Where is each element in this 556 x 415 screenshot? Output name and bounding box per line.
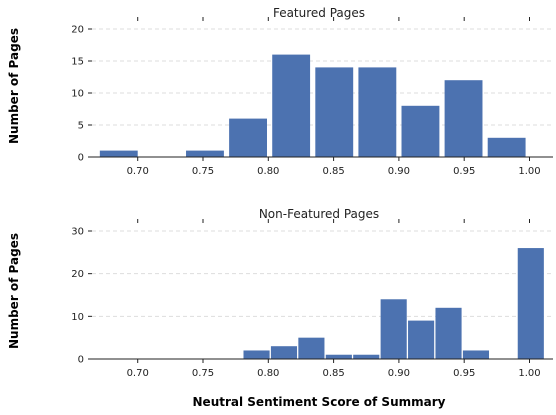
non-featured-bar xyxy=(380,299,407,359)
non-featured-pages-title: Non-Featured Pages xyxy=(259,207,379,221)
non-featured-bar xyxy=(517,248,544,359)
non-featured-bar xyxy=(298,337,325,359)
featured-x-tick-label: 0.85 xyxy=(322,166,344,177)
non-featured-pages-ylabel: Number of Pages xyxy=(7,233,21,349)
non-featured-bar xyxy=(408,320,435,359)
non-featured-bar xyxy=(243,350,270,359)
featured-y-tick-label: 10 xyxy=(71,89,84,100)
featured-bar xyxy=(272,54,311,157)
featured-bar xyxy=(487,137,526,157)
non-featured-y-tick-label: 10 xyxy=(71,312,84,323)
non-featured-x-tick-label: 0.75 xyxy=(192,368,214,379)
non-featured-bar xyxy=(353,354,380,359)
non-featured-bar xyxy=(270,346,298,359)
featured-x-tick-label: 0.75 xyxy=(192,166,214,177)
featured-bar xyxy=(444,80,483,157)
featured-pages-panel: Featured Pages Number of Pages 0.70 0.75 0… xyxy=(7,6,553,177)
featured-bar xyxy=(401,105,440,157)
featured-y-tick-label: 5 xyxy=(78,121,84,132)
featured-y-tick-label: 15 xyxy=(71,57,84,68)
featured-y-tick-label: 0 xyxy=(78,153,84,164)
featured-bar xyxy=(99,150,138,157)
non-featured-bar xyxy=(462,350,490,359)
featured-bar xyxy=(229,118,267,157)
non-featured-x-tick-label: 0.90 xyxy=(388,368,410,379)
featured-x-tick-label: 0.90 xyxy=(388,166,410,177)
featured-pages-ylabel: Number of Pages xyxy=(7,28,21,144)
non-featured-x-tick-label: 0.80 xyxy=(257,368,279,379)
non-featured-y-tick-label: 0 xyxy=(78,355,84,366)
non-featured-x-tick-label: 0.85 xyxy=(322,368,344,379)
non-featured-x-tick-label: 1.00 xyxy=(518,368,540,379)
featured-x-tick-label: 0.80 xyxy=(257,166,279,177)
non-featured-y-tick-label: 30 xyxy=(71,227,84,238)
non-featured-bar xyxy=(325,354,352,359)
featured-x-tick-label: 0.95 xyxy=(453,166,475,177)
non-featured-x-tick-label: 0.95 xyxy=(453,368,475,379)
featured-bar xyxy=(358,67,397,157)
featured-pages-title: Featured Pages xyxy=(273,6,365,20)
featured-x-tick-label: 1.00 xyxy=(518,166,540,177)
featured-y-tick-label: 20 xyxy=(71,25,84,36)
x-axis-label: Neutral Sentiment Score of Summary xyxy=(193,395,446,409)
non-featured-x-tick-label: 0.70 xyxy=(127,368,149,379)
featured-bar xyxy=(186,150,224,157)
featured-bar xyxy=(315,67,354,157)
featured-x-tick-label: 0.70 xyxy=(127,166,149,177)
non-featured-y-tick-label: 20 xyxy=(71,269,84,280)
non-featured-bar xyxy=(435,307,462,359)
non-featured-pages-panel: Non-Featured Pages Number of Pages 0.70 0… xyxy=(7,207,553,379)
